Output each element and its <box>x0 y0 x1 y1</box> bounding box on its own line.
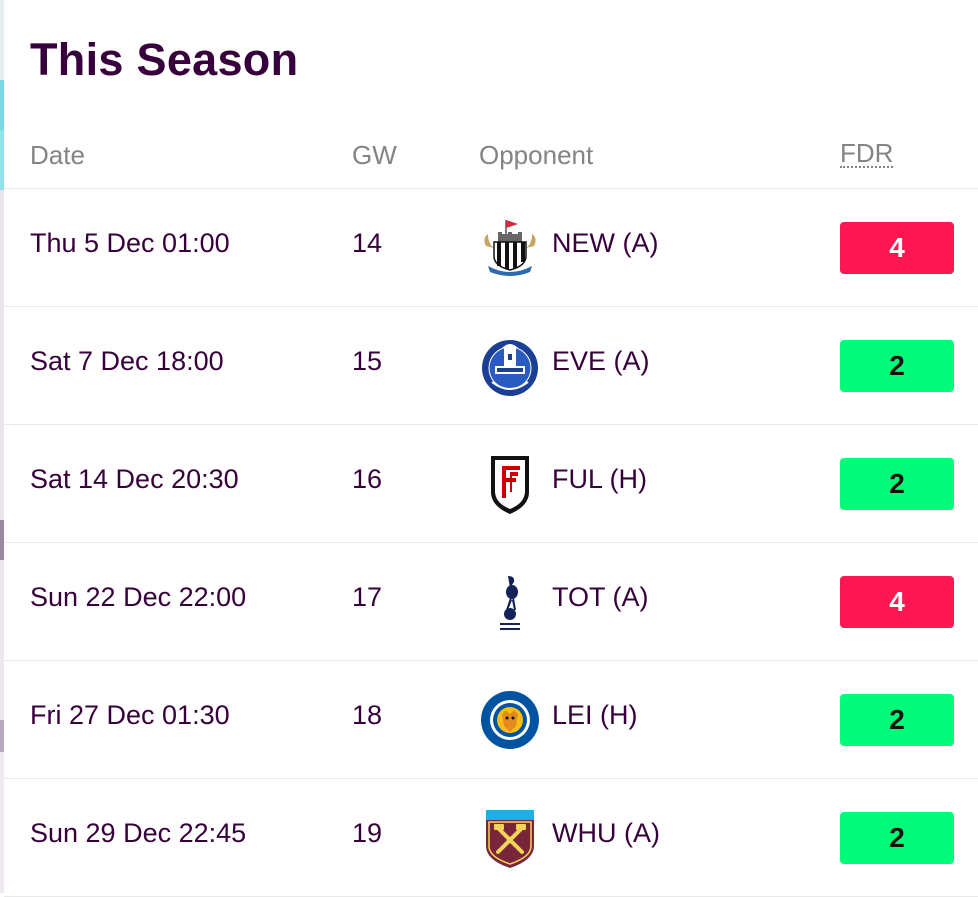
table-row: Sat 7 Dec 18:00 15 EVE (A) 2 <box>4 307 978 425</box>
fdr-badge: 2 <box>840 694 954 746</box>
fixture-opponent[interactable]: TOT (A) <box>552 582 649 612</box>
fixture-date: Sun 29 Dec 22:45 <box>30 818 247 848</box>
fixture-date: Sat 7 Dec 18:00 <box>30 346 224 376</box>
column-header-date: Date <box>30 140 85 170</box>
newcastle-crest-icon <box>484 220 536 276</box>
fixture-gameweek: 14 <box>352 228 383 258</box>
fixture-opponent[interactable]: EVE (A) <box>552 346 650 376</box>
table-header: Date GW Opponent FDR <box>4 128 978 189</box>
fdr-badge: 2 <box>840 458 954 510</box>
section-title: This Season <box>30 34 299 85</box>
west-ham-crest-icon <box>486 810 534 868</box>
fulham-crest-icon <box>491 456 529 514</box>
fdr-badge: 4 <box>840 576 954 628</box>
column-header-fdr[interactable]: FDR <box>840 138 894 168</box>
fixture-opponent[interactable]: LEI (H) <box>552 700 638 730</box>
fixture-opponent[interactable]: FUL (H) <box>552 464 647 494</box>
column-header-opponent: Opponent <box>479 140 594 170</box>
fixtures-table-body: Thu 5 Dec 01:00 14 NEW (A) 4 <box>4 189 978 897</box>
fixture-date: Sun 22 Dec 22:00 <box>30 582 247 612</box>
fixture-date: Fri 27 Dec 01:30 <box>30 700 230 730</box>
table-row: Sun 29 Dec 22:45 19 WHU (A) 2 <box>4 779 978 897</box>
table-row: Thu 5 Dec 01:00 14 NEW (A) 4 <box>4 189 978 307</box>
fixture-gameweek: 18 <box>352 700 383 730</box>
table-row: Sat 14 Dec 20:30 16 FUL (H) 2 <box>4 425 978 543</box>
fdr-badge: 4 <box>840 222 954 274</box>
fixture-opponent[interactable]: WHU (A) <box>552 818 660 848</box>
background-page-edge <box>0 0 4 893</box>
table-row: Sun 22 Dec 22:00 17 TOT (A) 4 <box>4 543 978 661</box>
fdr-badge: 2 <box>840 340 954 392</box>
fixture-date: Sat 14 Dec 20:30 <box>30 464 239 494</box>
fixture-opponent[interactable]: NEW (A) <box>552 228 659 258</box>
fixture-gameweek: 17 <box>352 582 383 612</box>
leicester-crest-icon <box>481 691 539 749</box>
fixture-gameweek: 19 <box>352 818 383 848</box>
column-header-gw: GW <box>352 140 397 170</box>
fixture-date: Thu 5 Dec 01:00 <box>30 228 230 258</box>
everton-crest-icon <box>482 340 538 396</box>
fixture-gameweek: 16 <box>352 464 383 494</box>
tottenham-crest-icon <box>500 576 520 630</box>
table-row: Fri 27 Dec 01:30 18 LEI (H) 2 <box>4 661 978 779</box>
fixture-gameweek: 15 <box>352 346 383 376</box>
fdr-badge: 2 <box>840 812 954 864</box>
fixtures-panel: This Season Date GW Opponent FDR Thu 5 D… <box>4 0 978 897</box>
